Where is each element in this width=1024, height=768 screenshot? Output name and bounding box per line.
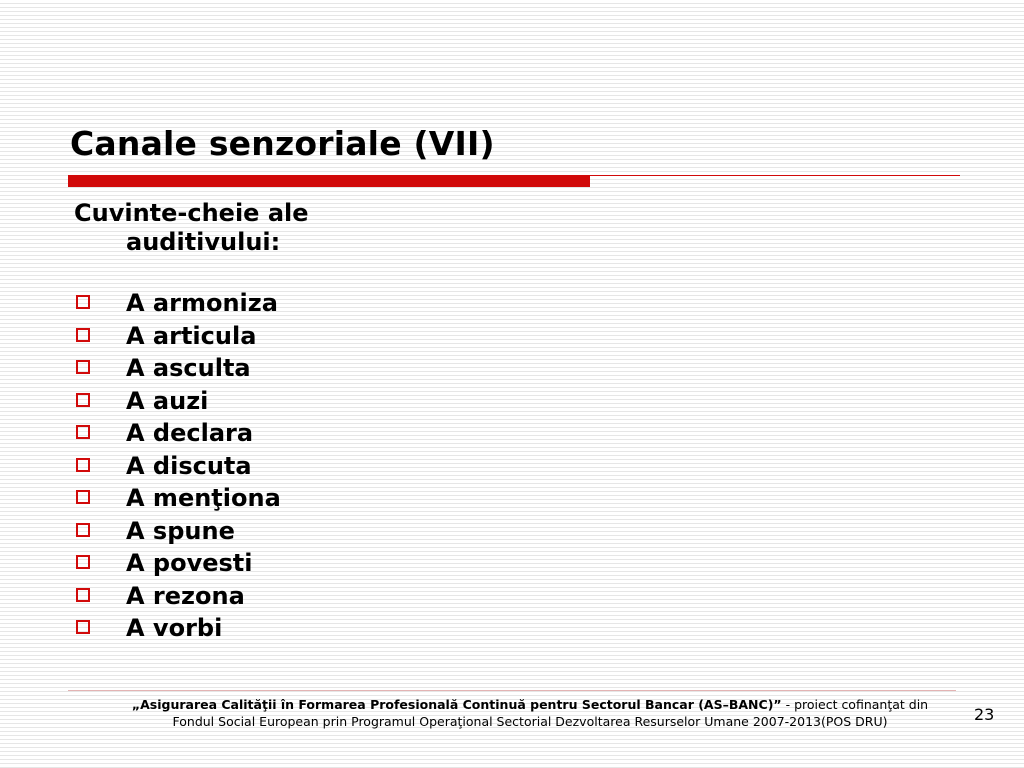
square-outline-icon <box>76 425 90 439</box>
intro-heading: Cuvinte-cheie ale auditivului: <box>74 199 309 257</box>
square-outline-icon <box>76 327 90 342</box>
list-item-text: A asculta <box>126 354 251 382</box>
footer-divider <box>68 690 956 691</box>
footer-line-1: „Asigurarea Calităţii în Formarea Profes… <box>100 696 960 713</box>
list-item-text: A discuta <box>126 451 252 480</box>
list-item-text: A spune <box>126 516 235 545</box>
square-outline-icon <box>76 620 90 634</box>
square-outline-icon <box>76 555 90 569</box>
square-outline-icon <box>76 295 90 309</box>
list-item-text: A articula <box>126 321 257 350</box>
page-number: 23 <box>974 705 995 724</box>
square-outline-icon <box>76 522 90 537</box>
title-underline-thick <box>68 175 590 187</box>
footer-line-2: Fondul Social European prin Programul Op… <box>172 714 888 729</box>
intro-line-2: auditivului: <box>126 228 281 256</box>
footer-project-name: „Asigurarea Calităţii în Formarea Profes… <box>131 697 782 712</box>
list-item-text: A armoniza <box>126 289 278 317</box>
list-item-text: A vorbi <box>126 614 223 642</box>
list-item-text: A auzi <box>126 386 209 415</box>
footer-text: „Asigurarea Calităţii în Formarea Profes… <box>100 696 960 730</box>
intro-line-1: Cuvinte-cheie ale <box>74 199 309 227</box>
footer-project-suffix: - proiect cofinanţat din <box>781 697 929 712</box>
square-outline-icon <box>76 457 90 472</box>
square-outline-icon <box>76 392 90 407</box>
list-item-text: A rezona <box>126 581 245 610</box>
square-outline-icon <box>76 360 90 374</box>
title-underline-thin <box>590 175 960 176</box>
slide-title: Canale senzoriale (VII) <box>70 124 495 163</box>
list-item-text: A menţiona <box>126 484 281 512</box>
list-item-text: A declara <box>126 419 254 447</box>
square-outline-icon <box>76 587 90 602</box>
square-outline-icon <box>76 490 90 504</box>
list-item-text: A povesti <box>126 549 253 577</box>
